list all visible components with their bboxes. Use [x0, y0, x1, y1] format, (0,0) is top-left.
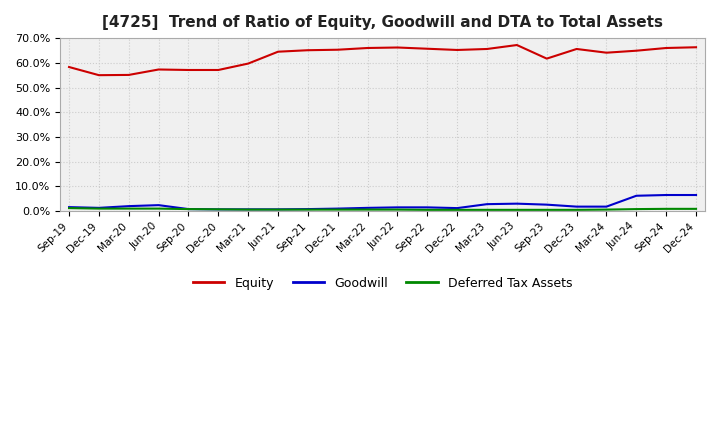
Equity — [65, 64, 73, 70]
Deferred Tax Assets — [214, 207, 222, 212]
Equity — [692, 44, 701, 50]
Goodwill — [125, 203, 133, 209]
Deferred Tax Assets — [423, 207, 432, 213]
Equity — [214, 67, 222, 73]
Deferred Tax Assets — [542, 207, 551, 213]
Goodwill — [333, 206, 342, 211]
Goodwill — [662, 192, 670, 198]
Equity — [333, 47, 342, 52]
Equity — [662, 45, 670, 51]
Goodwill — [572, 204, 581, 209]
Deferred Tax Assets — [453, 207, 462, 213]
Goodwill — [184, 206, 193, 212]
Legend: Equity, Goodwill, Deferred Tax Assets: Equity, Goodwill, Deferred Tax Assets — [188, 272, 577, 295]
Deferred Tax Assets — [602, 207, 611, 212]
Equity — [154, 67, 163, 72]
Goodwill — [423, 205, 432, 210]
Equity — [513, 42, 521, 48]
Equity — [274, 49, 282, 55]
Title: [4725]  Trend of Ratio of Equity, Goodwill and DTA to Total Assets: [4725] Trend of Ratio of Equity, Goodwil… — [102, 15, 663, 30]
Goodwill — [632, 193, 641, 198]
Equity — [244, 61, 253, 66]
Goodwill — [692, 192, 701, 198]
Equity — [542, 56, 551, 61]
Deferred Tax Assets — [572, 207, 581, 213]
Equity — [423, 46, 432, 51]
Deferred Tax Assets — [125, 206, 133, 211]
Goodwill — [453, 205, 462, 211]
Goodwill — [393, 205, 402, 210]
Deferred Tax Assets — [244, 207, 253, 212]
Goodwill — [154, 202, 163, 208]
Goodwill — [244, 207, 253, 212]
Equity — [125, 72, 133, 77]
Deferred Tax Assets — [364, 207, 372, 212]
Goodwill — [513, 201, 521, 206]
Equity — [632, 48, 641, 53]
Goodwill — [304, 206, 312, 212]
Deferred Tax Assets — [662, 206, 670, 212]
Goodwill — [274, 207, 282, 212]
Deferred Tax Assets — [513, 207, 521, 213]
Equity — [572, 46, 581, 51]
Equity — [393, 45, 402, 50]
Line: Deferred Tax Assets: Deferred Tax Assets — [69, 208, 696, 210]
Equity — [94, 73, 103, 78]
Deferred Tax Assets — [692, 206, 701, 212]
Deferred Tax Assets — [184, 206, 193, 212]
Equity — [184, 67, 193, 73]
Line: Goodwill: Goodwill — [69, 195, 696, 209]
Deferred Tax Assets — [482, 207, 491, 213]
Deferred Tax Assets — [393, 207, 402, 212]
Equity — [482, 46, 491, 51]
Deferred Tax Assets — [333, 207, 342, 212]
Goodwill — [214, 207, 222, 212]
Goodwill — [482, 202, 491, 207]
Deferred Tax Assets — [154, 206, 163, 211]
Deferred Tax Assets — [632, 206, 641, 212]
Goodwill — [542, 202, 551, 207]
Goodwill — [94, 205, 103, 210]
Equity — [364, 45, 372, 51]
Deferred Tax Assets — [94, 206, 103, 211]
Deferred Tax Assets — [304, 207, 312, 212]
Goodwill — [602, 204, 611, 209]
Goodwill — [65, 205, 73, 210]
Line: Equity: Equity — [69, 45, 696, 75]
Deferred Tax Assets — [65, 205, 73, 211]
Goodwill — [364, 205, 372, 210]
Equity — [453, 48, 462, 53]
Deferred Tax Assets — [274, 207, 282, 212]
Equity — [304, 48, 312, 53]
Equity — [602, 50, 611, 55]
